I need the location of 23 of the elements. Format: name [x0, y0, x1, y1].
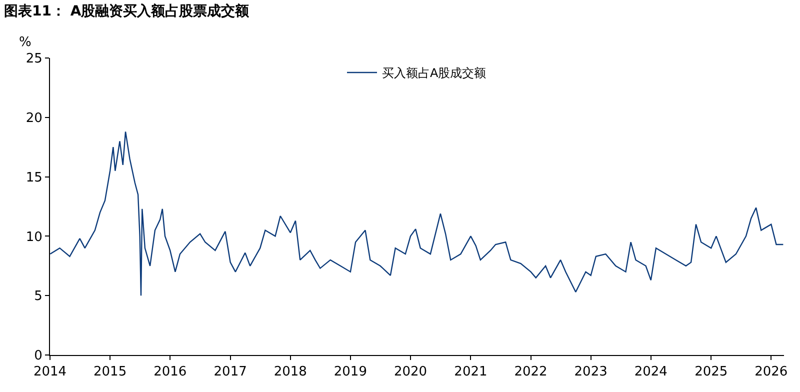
x-tick-label: 2020 — [394, 364, 428, 380]
y-tick-label: 10 — [26, 230, 42, 245]
x-tick-label: 2022 — [514, 364, 548, 380]
x-tick-label: 2018 — [274, 364, 307, 380]
x-tick-label: 2016 — [154, 364, 187, 380]
y-axis-title: % — [19, 35, 32, 50]
x-tick-label: 2025 — [694, 364, 728, 380]
x-tick-label: 2024 — [634, 364, 668, 380]
y-tick-label: 5 — [34, 289, 42, 304]
legend-label: 买入额占A股成交额 — [382, 66, 486, 80]
x-tick-label: 2021 — [454, 364, 488, 380]
x-tick-label: 2015 — [94, 364, 127, 380]
x-tick-label: 2026 — [754, 364, 788, 380]
y-tick-label: 25 — [26, 52, 42, 67]
x-tick-label: 2023 — [574, 364, 608, 380]
y-tick-label: 0 — [34, 348, 42, 364]
y-tick-label: 15 — [26, 170, 42, 186]
x-tick-label: 2019 — [334, 364, 367, 380]
chart-title: 图表11： A股融资买入额占股票成交额 — [4, 2, 250, 20]
x-tick-label: 2017 — [214, 364, 247, 380]
y-tick-label: 20 — [26, 110, 42, 126]
x-tick-label: 2014 — [33, 364, 67, 380]
line-series — [50, 131, 784, 296]
